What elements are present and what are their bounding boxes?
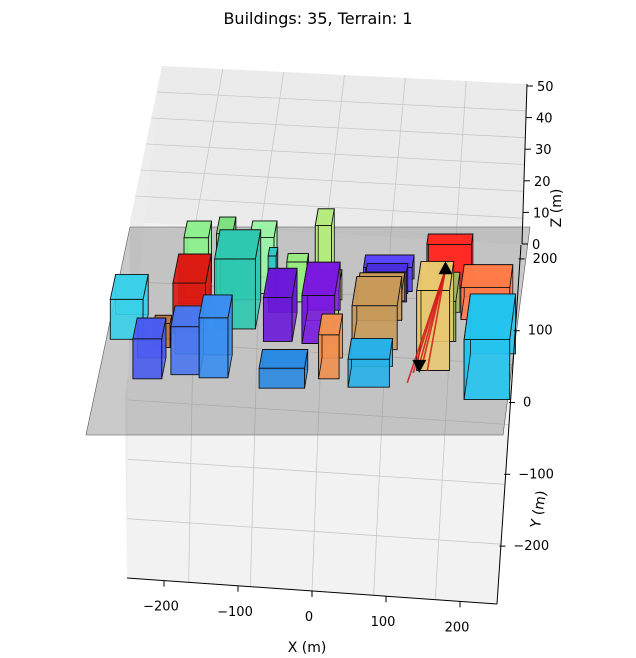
- building-roof: [214, 229, 262, 260]
- building-front-face: [347, 358, 390, 388]
- building-roof: [262, 267, 298, 298]
- building-roof: [426, 233, 474, 245]
- building-front-face: [198, 317, 229, 379]
- y-axis-line: [496, 244, 522, 605]
- axis-ticks: −200 −100 0 100 200−200−10001002000102030405…: [126, 80, 558, 635]
- x-tick-label: 100: [371, 615, 396, 630]
- z-tick-label: 20: [534, 175, 551, 190]
- building-front-face: [262, 296, 293, 342]
- building: [463, 293, 517, 401]
- building-roof: [351, 276, 403, 307]
- back-pane: [130, 66, 527, 245]
- building-front-face: [258, 367, 306, 389]
- z-tick-label: 10: [533, 206, 550, 221]
- signal-ray: [426, 269, 447, 372]
- building: [317, 313, 344, 380]
- x-tick-label: 200: [445, 620, 470, 635]
- chart-title: Buildings: 35, Terrain: 1: [223, 9, 412, 28]
- building: [109, 273, 149, 340]
- x-tick-label: −200: [143, 600, 179, 615]
- z-tick-label: 0: [532, 238, 540, 253]
- building-roof: [286, 253, 310, 263]
- grid-line: [135, 195, 523, 219]
- building-front-face: [132, 338, 163, 380]
- building-roof: [460, 264, 514, 289]
- z-axis-label: Z (m): [549, 189, 565, 228]
- building: [132, 317, 167, 380]
- building-roof: [172, 253, 212, 284]
- x-axis-label: X (m): [288, 640, 327, 656]
- y-tick-label: 0: [523, 396, 531, 411]
- signal-ray: [406, 268, 447, 384]
- building-roof: [267, 247, 279, 257]
- y-tick-label: −200: [513, 539, 549, 554]
- building-roof: [416, 260, 455, 291]
- y-axis-label: Y (m): [528, 489, 550, 530]
- building-roof: [183, 220, 213, 239]
- buildings-layer: [109, 208, 517, 401]
- x-tick-label: −100: [217, 605, 253, 620]
- marker-layer: [412, 261, 453, 373]
- building-front-face: [170, 326, 201, 376]
- building-roof: [463, 293, 517, 341]
- y-tick-label: −100: [518, 467, 554, 482]
- building: [198, 294, 233, 379]
- building: [347, 337, 394, 388]
- building: [262, 267, 298, 342]
- building-roof: [258, 349, 309, 369]
- z-tick-label: 40: [536, 112, 553, 127]
- building-roof: [198, 294, 233, 319]
- x-axis-line: [126, 577, 498, 605]
- z-axis-line: [521, 83, 528, 245]
- y-tick-label: 200: [533, 252, 558, 267]
- building-roof: [132, 317, 167, 340]
- building-roof: [365, 263, 409, 273]
- y-tick-label: 100: [528, 324, 553, 339]
- building-roof: [314, 208, 335, 226]
- building-roof: [317, 313, 344, 336]
- marker-rx: [412, 359, 427, 373]
- building-roof: [347, 337, 394, 360]
- building-roof: [301, 261, 341, 296]
- building-front-face: [463, 339, 511, 401]
- building: [258, 349, 309, 389]
- x-tick-label: 0: [305, 610, 313, 625]
- building-roof: [109, 273, 149, 300]
- z-tick-label: 50: [537, 80, 554, 95]
- marker-tx: [438, 261, 453, 275]
- signal-ray: [422, 269, 447, 362]
- z-tick-label: 30: [535, 143, 552, 158]
- signal-paths: [406, 268, 447, 384]
